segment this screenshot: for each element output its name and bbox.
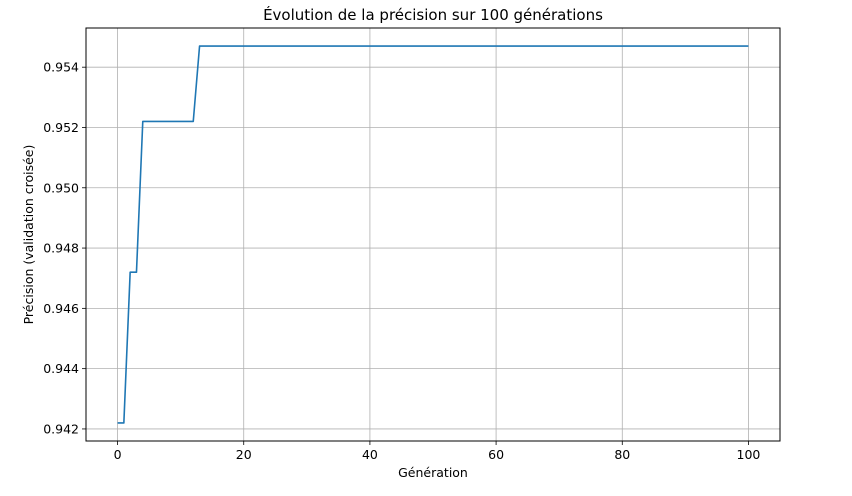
y-tick-label: 0.950 (43, 180, 79, 195)
plot-frame (85, 27, 781, 442)
y-tick-label: 0.948 (43, 241, 79, 256)
y-tick-label: 0.946 (43, 301, 79, 316)
series-layer (117, 45, 749, 424)
y-tick-label: 0.944 (43, 361, 79, 376)
axis-ticks: 0 20 40 60 80 100 0.942 0.944 0.946 0.948 0.950 0.9… (43, 60, 760, 462)
x-tick-label: 100 (737, 447, 761, 462)
series-line (117, 45, 749, 424)
x-tick-label: 80 (614, 447, 630, 462)
y-tick-label: 0.952 (43, 120, 79, 135)
y-axis-title: Précision (validation croisée) (21, 145, 36, 325)
y-tick-label: 0.954 (43, 60, 79, 75)
y-tick-label: 0.942 (43, 421, 79, 436)
x-axis-title: Génération (398, 465, 468, 480)
x-tick-label: 40 (362, 447, 378, 462)
x-tick-label: 0 (114, 447, 122, 462)
x-tick-label: 20 (236, 447, 252, 462)
chart-title: Évolution de la précision sur 100 généra… (263, 5, 603, 24)
x-tick-label: 60 (488, 447, 504, 462)
grid-lines (86, 28, 780, 441)
